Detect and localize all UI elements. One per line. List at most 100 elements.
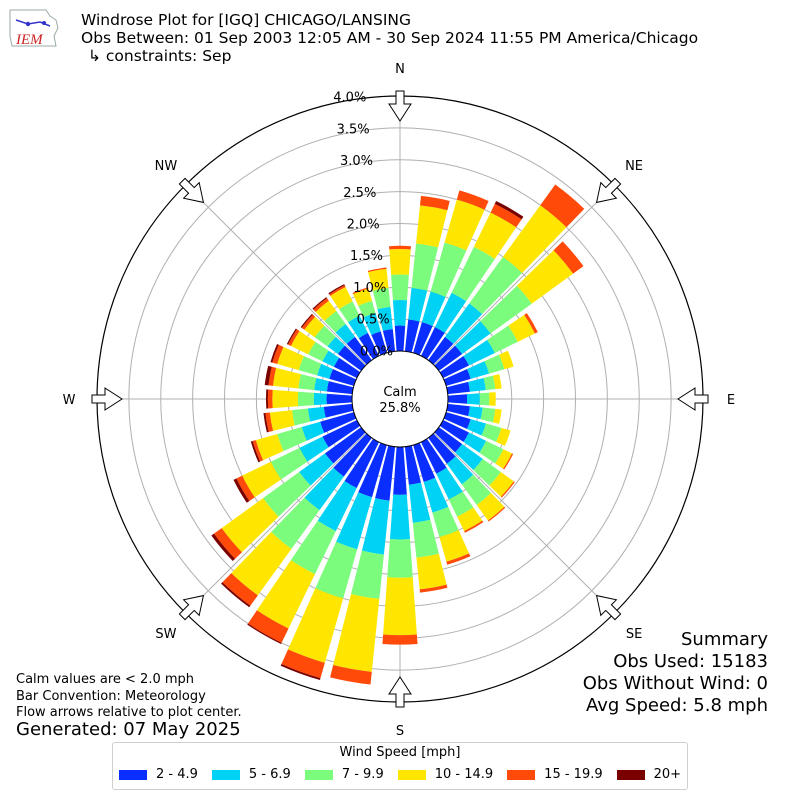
- rose-bar-segment: [348, 315, 368, 339]
- calm-circle: [351, 350, 449, 448]
- rose-bar-segment: [346, 336, 372, 365]
- rose-bar-segment: [446, 381, 470, 395]
- rose-bar-segment: [404, 445, 422, 485]
- rose-bar-segment: [301, 421, 325, 441]
- rose-bar-segment: [317, 480, 357, 532]
- iem-logo: IEM: [9, 9, 59, 48]
- rose-bar-segment: [434, 427, 463, 453]
- rose-bar-segment: [277, 426, 307, 452]
- rose-bar-segment: [272, 367, 301, 389]
- rose-bar-segment: [352, 287, 369, 295]
- rose-bar-segment: [404, 319, 420, 353]
- rose-bar-segment: [392, 299, 408, 326]
- rose-bar-segment: [499, 350, 514, 370]
- rose-bar-segment: [297, 391, 314, 407]
- rose-bar-segment: [322, 350, 340, 367]
- grid-spoke: [185, 432, 367, 614]
- constraints: ↳ constraints: Sep: [88, 47, 232, 65]
- rose-bar-segment: [489, 472, 514, 497]
- rose-bar-segment: [222, 573, 258, 606]
- rose-bar-segment: [211, 533, 236, 562]
- rose-bar-segment: [336, 492, 373, 550]
- legend-swatch: [119, 769, 147, 780]
- rose-bar-segment: [382, 634, 418, 645]
- rose-bar-segment: [333, 433, 372, 477]
- rose-bar-segment: [419, 584, 448, 593]
- rose-bar-segment: [411, 243, 439, 291]
- radial-tick-label: 3.0%: [340, 154, 373, 169]
- rose-bar-segment: [247, 623, 282, 645]
- rose-bar-segment: [267, 389, 273, 409]
- rose-bar-segment: [323, 403, 354, 418]
- chart-title: Windrose Plot for [IGQ] CHICAGO/LANSING: [81, 11, 412, 29]
- rose-bar-segment: [247, 610, 289, 643]
- rose-bar-segment: [315, 300, 337, 322]
- rose-bar-segment: [312, 297, 327, 310]
- rose-bar-segment: [307, 406, 326, 422]
- radial-tick-label: 2.0%: [347, 217, 380, 232]
- rose-bar-segment: [444, 199, 485, 251]
- legend-item: 15 - 19.9: [507, 767, 603, 782]
- rose-bar-segment: [502, 205, 567, 273]
- flow-arrow-icon: [91, 387, 123, 411]
- rose-bar-segment: [324, 311, 346, 333]
- rose-bar-segment: [221, 582, 251, 608]
- obs-without-wind: Obs Without Wind: 0: [582, 673, 768, 694]
- rose-bar-segment: [428, 433, 456, 464]
- flow-arrow-icon: [388, 90, 412, 122]
- rose-bar-segment: [269, 410, 295, 431]
- legend-title: Wind Speed [mph]: [339, 745, 461, 760]
- rose-bar-segment: [492, 408, 502, 424]
- rose-bar-segment: [413, 442, 436, 482]
- rose-bar-segment: [483, 375, 496, 391]
- flow-arrow-icon: [178, 594, 205, 621]
- rose-bar-segment: [444, 303, 483, 344]
- rose-bar-segment: [368, 268, 389, 291]
- rose-bar-segment: [487, 325, 518, 353]
- rose-bar-segment: [468, 377, 486, 392]
- rose-bar-segment: [540, 184, 585, 228]
- rose-bar-segment: [329, 368, 357, 386]
- rose-bar-segment: [330, 287, 353, 310]
- rose-bar-segment: [455, 443, 483, 471]
- rose-bar-segment: [299, 436, 329, 462]
- calm-value: 25.8%: [379, 401, 420, 416]
- rose-bar-segment: [508, 314, 535, 342]
- radial-tick-label: 4.0%: [333, 91, 366, 106]
- legend-swatch: [304, 769, 333, 780]
- calm-note: Calm values are < 2.0 mph: [16, 672, 195, 687]
- legend-item: 7 - 9.9: [304, 767, 384, 782]
- rose-bar-segment: [308, 341, 329, 362]
- rose-bar-segment: [463, 432, 487, 453]
- rose-bar-segment: [330, 665, 372, 685]
- rose-bar-segment: [480, 407, 496, 423]
- rose-bar-segment: [455, 321, 491, 355]
- rose-bar-segment: [439, 356, 469, 379]
- legend-label: 20+: [653, 767, 682, 782]
- compass-label: E: [727, 393, 735, 408]
- summary-title: Summary: [681, 629, 768, 650]
- rose-bar-segment: [434, 292, 467, 333]
- legend-item: 20+: [616, 767, 682, 782]
- flow-arrow-icon: [178, 177, 205, 204]
- rose-bar-segment: [451, 246, 495, 302]
- legend: Wind Speed [mph] 2 - 4.9 5 - 6.9 7 - 9.9…: [112, 742, 688, 790]
- legend-swatch: [397, 769, 426, 780]
- rose-bar-segment: [268, 366, 277, 386]
- rose-bar-segment: [263, 412, 269, 433]
- rose-bar-segment: [479, 392, 490, 406]
- legend-item: 5 - 6.9: [211, 767, 291, 782]
- grid-spoke: [185, 184, 367, 366]
- rose-bar-segment: [281, 649, 325, 679]
- rose-bar-segment: [290, 330, 316, 355]
- rose-bar-segment: [481, 423, 502, 443]
- rose-bar-segment: [264, 365, 272, 386]
- rose-bar-segment: [213, 528, 242, 559]
- rose-bar-segment: [358, 300, 376, 318]
- calm-label: Calm: [383, 385, 416, 400]
- rose-bar-segment: [263, 472, 311, 517]
- rose-bar-segment: [377, 306, 393, 331]
- grid-spoke: [433, 184, 615, 366]
- compass-label: N: [395, 62, 405, 77]
- avg-speed: Avg Speed: 5.8 mph: [586, 695, 768, 716]
